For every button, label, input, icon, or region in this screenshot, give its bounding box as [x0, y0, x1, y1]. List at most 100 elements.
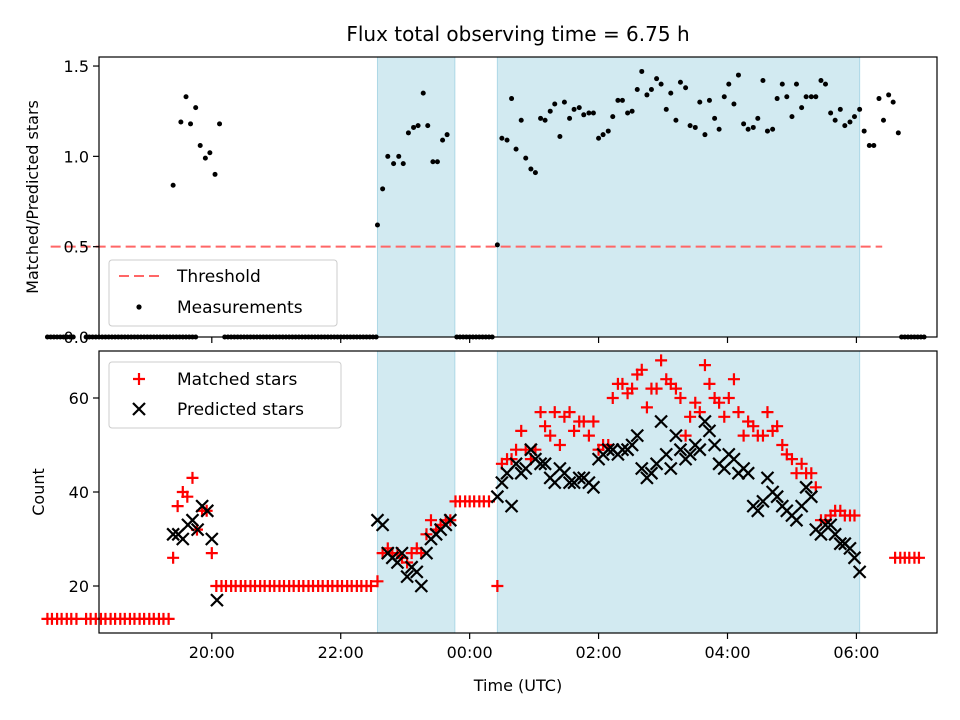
legend-threshold-label: Threshold [176, 267, 261, 287]
matched-stars-point [167, 551, 180, 564]
predicted-stars-point [190, 522, 205, 537]
measurement-point [561, 99, 567, 105]
measurement-point [586, 110, 592, 116]
predicted-stars-point [410, 565, 424, 579]
measurement-point [605, 128, 611, 134]
measurement-point [499, 135, 505, 141]
measurement-point [851, 114, 857, 120]
x-tick-label: 00:00 [447, 643, 493, 662]
measurement-point [876, 96, 882, 102]
predicted-stars-point [634, 461, 649, 476]
matched-stars-point [553, 439, 566, 451]
predicted-stars-point [601, 442, 616, 457]
matched-stars-point [776, 439, 789, 451]
measurement-point [202, 155, 208, 161]
matched-stars-point [171, 500, 184, 513]
measurement-point [400, 161, 406, 167]
measurement-point [538, 115, 544, 121]
predicted-stars-point [669, 428, 683, 443]
top-x-ticks [211, 337, 858, 343]
matched-stars-point [669, 382, 682, 395]
measurement-point [552, 101, 558, 107]
measurement-point [207, 150, 213, 156]
measurement-point [702, 132, 708, 138]
predicted-stars-point [630, 428, 645, 443]
matched-stars-point [582, 429, 595, 442]
x-tick-label: 06:00 [833, 643, 879, 662]
matched-stars-point [679, 429, 692, 442]
bottom-x-ticks: 20:00 22:00 00:00 02:00 04:00 06:00 [189, 633, 879, 662]
bottom-legend-box [108, 361, 342, 429]
matched-stars-point [703, 377, 716, 390]
measurement-point [600, 132, 606, 138]
matched-stars-point [698, 359, 711, 372]
measurement-point [567, 115, 573, 121]
predicted-stars-point [698, 414, 712, 429]
matched-stars-point [162, 612, 175, 625]
measurement-point [784, 94, 790, 100]
measurement-point [731, 101, 737, 107]
measurement-point [590, 110, 596, 116]
predicted-stars-point [400, 569, 414, 584]
measurement-point [629, 108, 635, 114]
matched-stars-point [563, 406, 576, 419]
predicted-stars-point [166, 527, 180, 542]
matched-stars-point [848, 509, 861, 522]
legend-measurements-swatch [136, 304, 142, 310]
measurement-point [619, 97, 625, 103]
predicted-stars-point [654, 414, 668, 429]
matched-stars-point [771, 420, 784, 433]
matched-stars-point [747, 420, 760, 433]
measurement-point [217, 121, 223, 127]
predicted-stars-point [833, 536, 848, 551]
matched-stars-point [205, 547, 218, 560]
matched-stars-point [616, 377, 629, 390]
predicted-stars-point [504, 499, 519, 513]
measurement-point [880, 117, 886, 123]
measurement-point [434, 159, 440, 165]
predicted-stars-point [751, 504, 765, 518]
measurement-point [528, 166, 534, 172]
predicted-stars-point [843, 541, 857, 556]
matched-stars-point [539, 420, 552, 433]
measurement-point [170, 182, 176, 188]
measurement-point [509, 96, 515, 102]
matched-stars-point [181, 490, 194, 503]
measurement-point [779, 81, 785, 87]
bottom-panel: 20 40 60 20:00 22:00 00:00 02:00 04:00 06:00 Co… [29, 350, 938, 695]
measurement-point [188, 121, 194, 127]
predicted-stars-point [524, 442, 538, 457]
matched-stars-point [544, 429, 557, 442]
predicted-stars-point [490, 489, 505, 504]
chart-title: Flux total observing time = 6.75 h [346, 22, 689, 46]
predicted-stars-point [702, 424, 717, 438]
measurement-point [750, 124, 756, 130]
legend-matched-swatch [133, 373, 145, 385]
measurement-point [774, 96, 780, 102]
predicted-stars-point [414, 579, 429, 593]
bottom-legend: Matched stars Predicted stars [108, 361, 342, 429]
matched-stars-point [371, 575, 384, 588]
matched-stars-point [606, 392, 619, 404]
predicted-stars-point [693, 442, 707, 457]
measurement-point [634, 87, 640, 93]
measurement-point [668, 90, 674, 96]
measurement-point [861, 128, 867, 134]
predicted-stars-point [132, 402, 146, 416]
measurement-point [793, 81, 799, 87]
y-tick-label: 40 [69, 483, 89, 502]
measurement-point [842, 123, 848, 129]
measurement-point [391, 161, 397, 167]
measurement-point [726, 81, 732, 87]
bottom-observing-windows [376, 350, 861, 634]
measurement-point [513, 146, 519, 152]
measurement-point [576, 105, 582, 111]
measurement-point [663, 106, 669, 112]
top-axes-frame [98, 56, 938, 338]
observing-window-band [496, 56, 861, 338]
matched-stars-point [684, 410, 697, 423]
matched-stars-point [805, 467, 818, 480]
predicted-stars-point [533, 457, 548, 471]
matched-stars-point [795, 457, 808, 470]
